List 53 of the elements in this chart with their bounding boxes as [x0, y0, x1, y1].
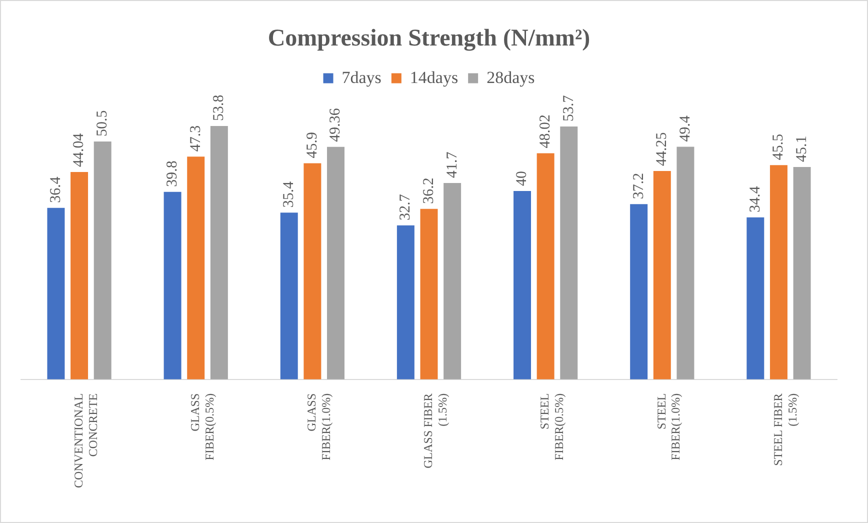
data-label: 49.36: [328, 108, 344, 142]
data-label: 49.4: [677, 114, 694, 142]
bar: [187, 156, 205, 380]
bar: [327, 146, 344, 380]
data-label: 35.4: [281, 180, 298, 208]
data-label: 53.7: [560, 94, 577, 122]
chart-title: Compression Strength (N/mm²): [268, 26, 590, 52]
bar: [210, 126, 228, 380]
data-label: 48.02: [538, 114, 554, 148]
bar: [396, 225, 414, 380]
x-tick-label: GLASS FIBER(0.5%): [188, 393, 216, 460]
bar: [94, 142, 112, 380]
bar: [536, 153, 554, 380]
bar: [420, 208, 438, 380]
data-label: 50.5: [94, 110, 111, 137]
bar: [746, 217, 764, 380]
data-label: 32.7: [398, 194, 414, 220]
bar: [770, 165, 788, 380]
data-label: 45.5: [770, 134, 787, 160]
x-tick-label: CONVENTIONAL CONCRETE: [71, 393, 100, 488]
legend-label: 14days: [410, 68, 458, 87]
data-label: 36.4: [48, 176, 64, 203]
bar: [304, 163, 322, 380]
data-label: 53.8: [211, 94, 228, 121]
data-label: 47.3: [188, 125, 204, 152]
bar: [444, 182, 462, 380]
bar: [47, 208, 65, 380]
legend-label: 28days: [486, 68, 535, 87]
bar: [560, 126, 578, 380]
bar: [164, 192, 182, 380]
x-tick-label: GLASS FIBER (1.5%): [421, 393, 450, 468]
bar: [280, 212, 298, 380]
data-label: 36.2: [420, 178, 437, 204]
bar: [630, 204, 648, 380]
data-label: 39.8: [164, 160, 180, 187]
data-label: 45.9: [304, 132, 320, 158]
data-label: 37.2: [630, 172, 647, 200]
x-tick-label: GLASS FIBER(1.0%): [304, 393, 333, 460]
data-label: 40: [514, 170, 530, 186]
data-label: 34.4: [747, 186, 764, 212]
x-tick-label: STEEL FIBER(1.0%): [654, 393, 683, 460]
x-tick-label: STEEL FIBER (1.5%): [770, 393, 800, 466]
legend-label: 7days: [342, 68, 382, 87]
bar: [514, 190, 531, 380]
x-tick-label: STEEL FIBER(0.5%): [538, 393, 566, 460]
data-label: 44.25: [654, 132, 670, 166]
bar: [70, 172, 88, 380]
data-label: 41.7: [444, 151, 460, 178]
data-label: 45.1: [794, 136, 810, 162]
data-label: 44.04: [71, 132, 88, 167]
bar: [676, 146, 694, 380]
bar: [653, 170, 671, 380]
bar: [793, 166, 811, 380]
